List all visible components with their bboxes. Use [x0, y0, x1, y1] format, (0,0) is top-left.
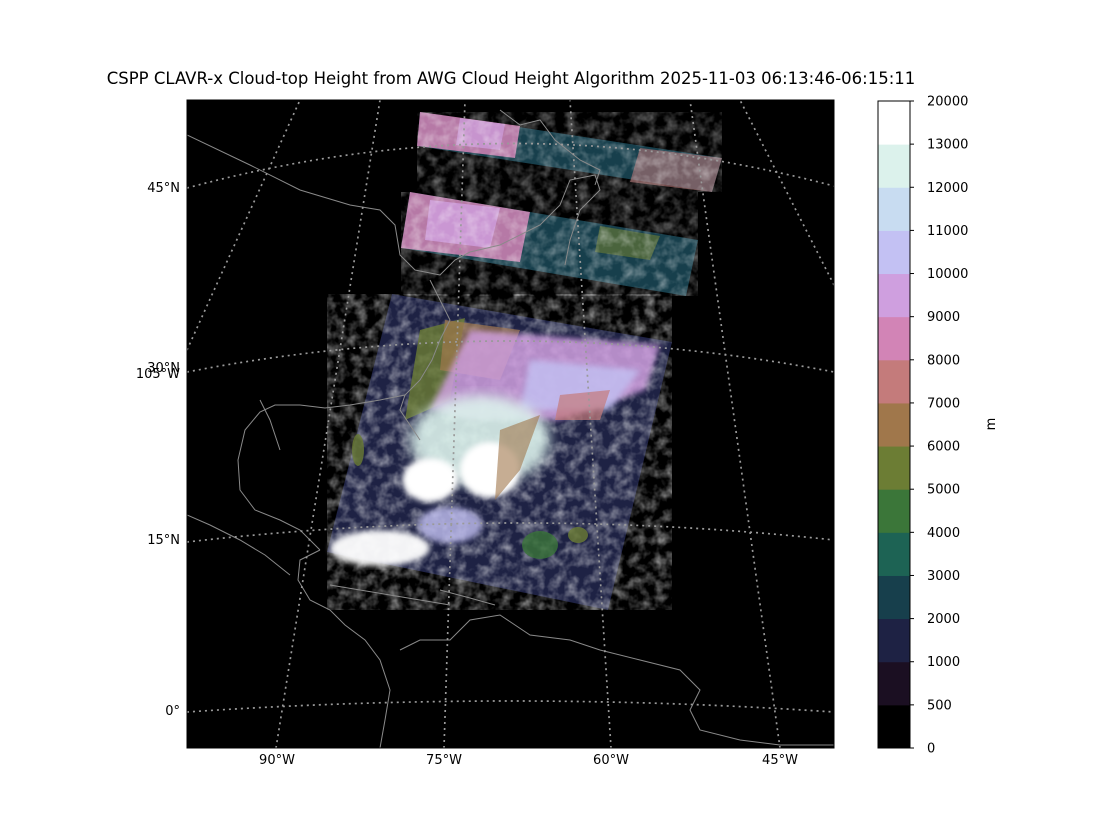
colorbar-frame	[877, 100, 911, 749]
colorbar-tick-label: 7000	[927, 396, 960, 411]
colorbar-segment	[878, 532, 910, 576]
lat-label-45n: 45°N	[147, 181, 180, 196]
colorbar-tick-label: 9000	[927, 310, 960, 325]
colorbar-segment	[878, 704, 910, 749]
satellite-swath-main	[327, 294, 672, 610]
lat-label-30n: 30°N	[147, 361, 180, 376]
coastlines	[187, 109, 834, 748]
lon-label-75w: 75°W	[426, 753, 462, 768]
colorbar-segment	[878, 101, 910, 145]
colorbar-tick-label: 6000	[927, 440, 960, 455]
colorbar-segment	[878, 402, 910, 447]
colorbar-tick-label: 500	[927, 698, 952, 713]
lon-label-90w: 90°W	[259, 753, 295, 768]
lat-label-0: 0°	[165, 704, 180, 719]
lon-label-105w: 105°W	[136, 367, 180, 382]
colorbar: 0 500 1000 2000 3000 4000 5000 6000 7000 8000 9000…	[877, 95, 968, 757]
colorbar-tick-label: 1000	[927, 655, 960, 670]
colorbar-segment	[878, 316, 910, 361]
colorbar-tick-label: 13000	[927, 138, 968, 153]
map-title: CSPP CLAVR-x Cloud-top Height from AWG C…	[106, 69, 916, 88]
colorbar-segment	[878, 446, 910, 490]
colorbar-segment	[878, 661, 910, 706]
colorbar-tick-label: 5000	[927, 483, 960, 498]
graticule	[187, 100, 834, 748]
colorbar-tick-label: 20000	[927, 95, 968, 110]
colorbar-tick-label: 8000	[927, 353, 960, 368]
colorbar-segment	[878, 144, 910, 188]
colorbar-segment	[878, 575, 910, 620]
colorbar-segment	[878, 489, 910, 533]
colorbar-segment	[878, 230, 910, 275]
colorbar-tick-label: 11000	[927, 224, 968, 239]
colorbar-segment	[878, 187, 910, 231]
colorbar-tick-label: 4000	[927, 526, 960, 541]
satellite-swath-middle	[401, 192, 698, 296]
colorbar-tick-label: 2000	[927, 612, 960, 627]
colorbar-tick-label: 3000	[927, 569, 960, 584]
colorbar-unit-label: m	[984, 418, 999, 431]
lat-label-15n: 15°N	[147, 533, 180, 548]
colorbar-segment	[878, 359, 910, 404]
lon-label-45w: 45°W	[762, 753, 798, 768]
colorbar-segment	[878, 273, 910, 318]
lon-label-60w: 60°W	[593, 753, 629, 768]
colorbar-tick-label: 0	[927, 742, 935, 757]
colorbar-tick-label: 12000	[927, 181, 968, 196]
colorbar-segment	[878, 618, 910, 663]
colorbar-tick-label: 10000	[927, 267, 968, 282]
